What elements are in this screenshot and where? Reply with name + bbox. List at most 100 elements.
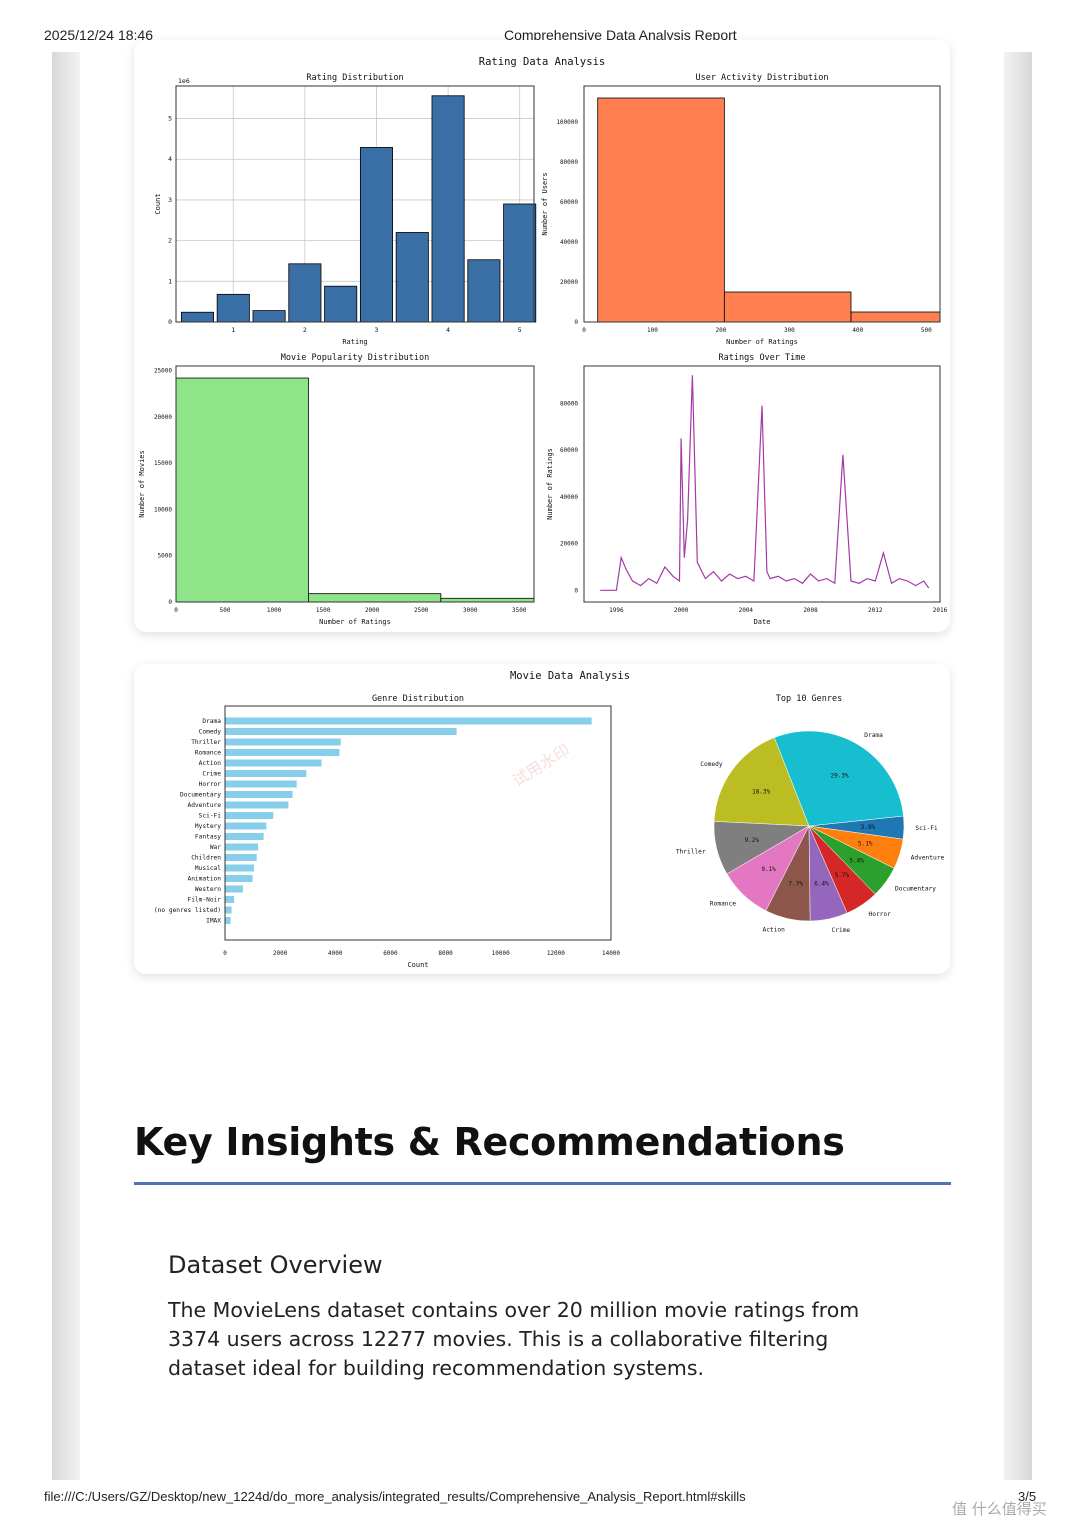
rating-hist-xtick: 4 [446, 326, 450, 334]
pie-slice [713, 737, 810, 827]
user-activity-panel: User Activity Distribution 0 100 200 300 400… [541, 73, 941, 346]
user-activity-ytick: 80000 [560, 159, 578, 166]
user-activity-title: User Activity Distribution [695, 73, 828, 83]
user-activity-bar [723, 291, 852, 323]
pie-genre-label: Drama [864, 732, 883, 739]
genre-label: Western [195, 886, 221, 893]
ratings-time-ytick: 60000 [560, 447, 578, 454]
rating-hist-ytick: 4 [168, 155, 172, 163]
pie-genre-label: Thriller [676, 848, 706, 855]
genre-label: Mystery [195, 823, 221, 830]
movie-popularity-xtick: 1000 [267, 607, 282, 614]
genre-bar [225, 801, 289, 809]
genre-label: Horror [199, 781, 222, 788]
pie-pct-label: 3.9% [861, 824, 876, 831]
movie-popularity-axes [175, 365, 535, 603]
genre-label: War [210, 844, 221, 851]
movie-popularity-bar [175, 377, 309, 603]
figure1-suptitle: Rating Data Analysis [479, 56, 605, 68]
pie-genre-label: Comedy [700, 761, 723, 768]
genre-label: Fantasy [195, 834, 221, 841]
genre-bar [225, 875, 253, 882]
movie-popularity-ytick: 20000 [154, 414, 172, 421]
ratings-time-xtick: 2004 [739, 607, 754, 614]
rating-hist-title: Rating Distribution [306, 73, 403, 83]
rating-hist-bar [467, 259, 501, 323]
user-activity-ytick: 60000 [560, 199, 578, 206]
user-activity-ylabel: Number of Users [541, 172, 549, 235]
genre-bar-xtick: 0 [223, 950, 227, 957]
user-activity-ytick: 0 [574, 319, 578, 326]
rating-hist-bar [431, 95, 465, 323]
genre-label: Romance [195, 750, 221, 757]
movie-popularity-xtick: 2500 [414, 607, 429, 614]
genre-label: Documentary [180, 792, 221, 799]
rating-analysis-figure: Rating Data Analysis Rating Distribution… [138, 56, 948, 626]
user-activity-xtick: 200 [716, 327, 727, 334]
top-genres-panel: Top 10 Genres 3.9% Sci-Fi 29.3% Drama 18.3% C… [676, 694, 945, 934]
genre-label: Sci-Fi [199, 813, 222, 820]
ratings-time-xtick: 2016 [933, 607, 948, 614]
genre-bar [225, 843, 259, 851]
genre-label: IMAX [206, 918, 221, 925]
pie-slice [808, 825, 904, 869]
movie-popularity-title: Movie Popularity Distribution [281, 353, 429, 363]
print-file-path: file:///C:/Users/GZ/Desktop/new_1224d/do… [44, 1489, 746, 1504]
pie-genre-label: Documentary [895, 886, 936, 893]
user-activity-ytick: 40000 [560, 239, 578, 246]
rating-hist-ytick: 1 [168, 277, 172, 285]
movie-popularity-ylabel: Number of Movies [138, 450, 146, 517]
pie-pct-label: 6.4% [814, 881, 829, 888]
movie-popularity-xtick: 3500 [512, 607, 527, 614]
dataset-overview-heading: Dataset Overview [168, 1251, 383, 1279]
ratings-time-xtick: 2000 [674, 607, 689, 614]
genre-label: (no genres listed) [154, 907, 221, 914]
movie-popularity-xtick: 3000 [463, 607, 478, 614]
pie-pct-label: 7.7% [788, 880, 803, 887]
movie-popularity-ytick: 25000 [154, 368, 172, 375]
pie-genre-label: Horror [868, 911, 891, 918]
rating-hist-ylabel: Count [154, 193, 162, 214]
genre-label: Action [199, 760, 222, 767]
user-activity-xlabel: Number of Ratings [726, 338, 798, 346]
movie-analysis-card: Movie Data Analysis Genre Distribution 试… [134, 664, 950, 974]
genre-bar [225, 822, 267, 830]
rating-hist-bar [395, 232, 429, 323]
ratings-time-ytick: 80000 [560, 400, 578, 407]
trial-watermark: 试用水印 [509, 740, 573, 790]
ratings-time-ytick: 40000 [560, 494, 578, 501]
rating-hist-ytick: 0 [168, 318, 172, 326]
rating-hist-xtick: 3 [375, 326, 379, 334]
user-activity-ytick: 100000 [556, 119, 578, 126]
genre-bar-xtick: 2000 [273, 950, 288, 957]
pie-genre-label: Sci-Fi [915, 825, 938, 832]
rating-hist-bar [252, 310, 286, 323]
genre-label: Thriller [191, 739, 221, 746]
ratings-time-xtick: 2012 [868, 607, 883, 614]
insights-heading: Key Insights & Recommendations [134, 1120, 845, 1164]
rating-hist-xlabel: Rating [342, 338, 367, 346]
rating-hist-axes [175, 85, 535, 323]
rating-hist-offset: 1e6 [178, 77, 190, 85]
ratings-time-xtick: 2008 [803, 607, 818, 614]
rating-analysis-card: Rating Data Analysis Rating Distribution… [134, 40, 950, 632]
rating-hist-bar [324, 285, 358, 323]
genre-bar [225, 791, 293, 798]
top-genres-title: Top 10 Genres [776, 694, 843, 704]
genre-label: Musical [195, 865, 221, 872]
movie-popularity-xtick: 500 [220, 607, 231, 614]
ratings-over-time-panel: Ratings Over Time 1996 2000 2004 2008 2012 20… [546, 353, 948, 626]
genre-bar-xtick: 14000 [602, 950, 620, 957]
rating-hist-bar [503, 203, 537, 323]
genre-label: Crime [202, 771, 221, 778]
pie-pct-label: 5.1% [858, 840, 873, 847]
pie-genre-label: Romance [710, 900, 736, 907]
pie-pct-label: 5.7% [835, 872, 850, 879]
rating-hist-xtick: 5 [518, 326, 522, 334]
pie-pct-label: 9.2% [745, 837, 760, 844]
genre-bar-xtick: 10000 [492, 950, 510, 957]
user-activity-xtick: 300 [784, 327, 795, 334]
genre-label: Adventure [187, 802, 221, 809]
pie-pct-label: 29.3% [831, 773, 849, 780]
rating-hist-xtick: 2 [303, 326, 307, 334]
